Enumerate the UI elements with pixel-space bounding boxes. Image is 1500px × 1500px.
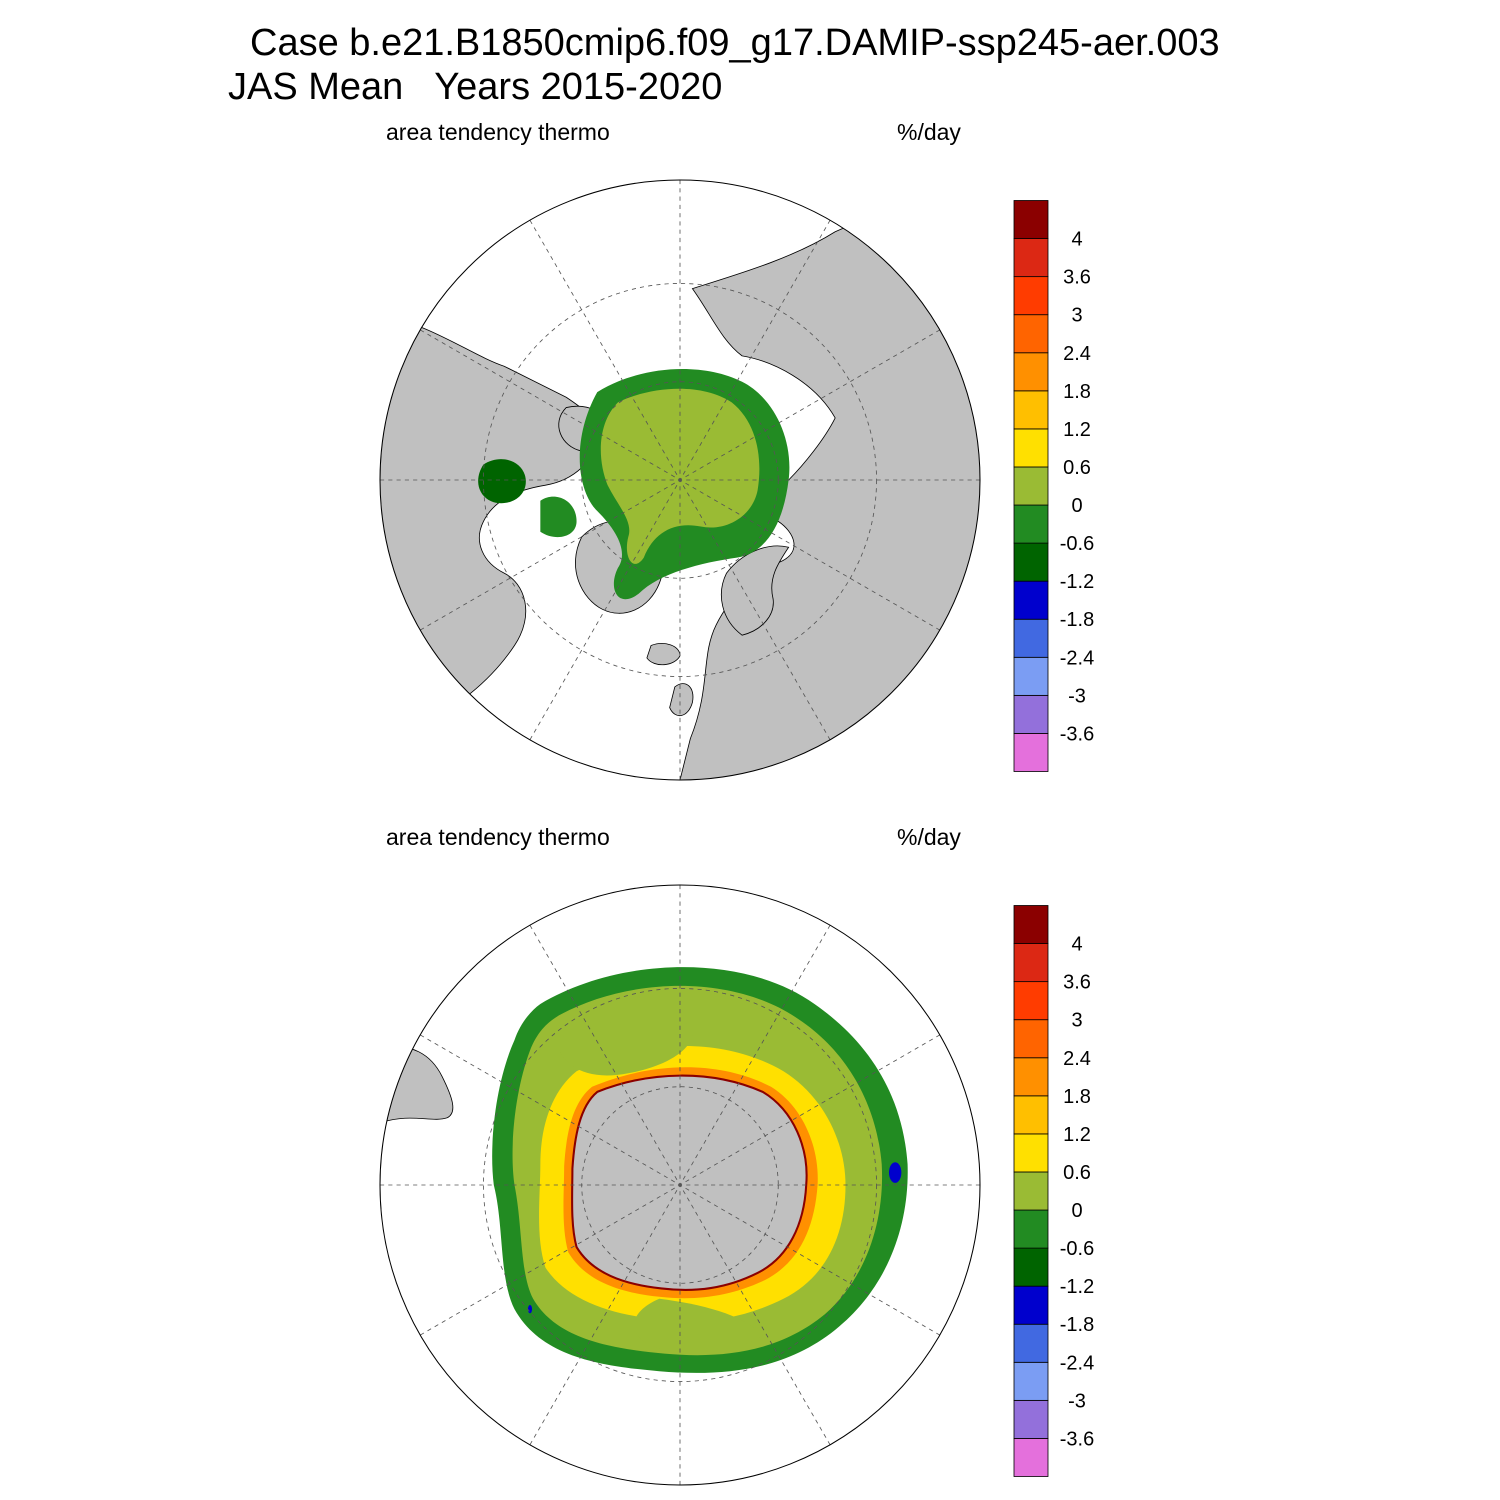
south-colorbar-swatch [1013, 1399, 1049, 1439]
scandinavia-landmass [720, 545, 790, 636]
south-colorbar-tick-label: 3.6 [1063, 972, 1091, 994]
north-colorbar-tick-label: -0.6 [1060, 533, 1094, 555]
north-colorbar-swatch [1013, 656, 1049, 696]
north-colorbar-tick-label: 4 [1071, 229, 1082, 251]
south-colorbar: -3.6 -3 -2.4 -1.8 -1.2 -0.6 0 0.6 1.2 1.8 2.4 3 3.6 4 [1013, 905, 1094, 1477]
south-colorbar-swatches [1013, 905, 1049, 1477]
north-colorbar-swatch [1013, 200, 1049, 239]
north-colorbar-swatch [1013, 428, 1049, 468]
north-colorbar-tick-label: -2.4 [1060, 647, 1094, 669]
south-colorbar-swatch [1013, 1057, 1049, 1097]
south-variable-label: area tendency thermo [386, 824, 610, 850]
central-arctic-ice [600, 388, 760, 564]
north-colorbar-swatch [1013, 504, 1049, 544]
south-colorbar-tick-label: -1.2 [1060, 1276, 1094, 1298]
north-colorbar-swatch [1013, 733, 1049, 772]
north-colorbar-swatch [1013, 466, 1049, 506]
north-colorbar-swatch [1013, 542, 1049, 582]
iceland [646, 643, 681, 666]
north-colorbar-swatch [1013, 694, 1049, 734]
south-colorbar-tick-label: 4 [1071, 934, 1082, 956]
south-colorbar-tick-label: -0.6 [1060, 1238, 1094, 1260]
south-colorbar-swatch [1013, 1361, 1049, 1401]
north-colorbar-tick-label: -3.6 [1060, 723, 1094, 745]
north-america-landmass [380, 313, 603, 750]
south-colorbar-swatch [1013, 1019, 1049, 1059]
south-colorbar-tick-label: -2.4 [1060, 1352, 1094, 1374]
south-colorbar-swatch [1013, 1133, 1049, 1173]
south-colorbar-tick-label: -1.8 [1060, 1314, 1094, 1336]
south-colorbar-swatch [1013, 1095, 1049, 1135]
north-colorbar-swatch [1013, 390, 1049, 430]
north-polar-map [379, 179, 981, 781]
south-colorbar-tick-label: -3.6 [1060, 1428, 1094, 1450]
south-graticule [380, 885, 980, 1485]
negative-spot-east [888, 1162, 902, 1183]
south-colorbar-swatch [1013, 1247, 1049, 1287]
negative-spot-west [527, 1305, 533, 1314]
north-colorbar-tick-label: -3 [1068, 685, 1086, 707]
south-colorbar-swatch [1013, 905, 1049, 944]
period-title: JAS Mean Years 2015-2020 [228, 66, 723, 108]
north-colorbar-swatch [1013, 352, 1049, 392]
north-colorbar-swatch [1013, 580, 1049, 620]
british-isles [669, 683, 694, 716]
south-colorbar-tick-label: 1.8 [1063, 1086, 1091, 1108]
north-colorbar-tick-label: 2.4 [1063, 343, 1091, 365]
north-colorbar-tick-label: 0.6 [1063, 457, 1091, 479]
south-polar-map [379, 884, 981, 1486]
north-units-label: %/day [897, 119, 961, 145]
north-colorbar-ticks: -3.6 -3 -2.4 -1.8 -1.2 -0.6 0 0.6 1.2 1.8 2.4 3 3.6 4 [1060, 229, 1094, 746]
north-colorbar-swatch [1013, 618, 1049, 658]
case-title: Case b.e21.B1850cmip6.f09_g17.DAMIP-ssp2… [250, 22, 1220, 64]
north-graticule [380, 180, 980, 780]
weddell-interior [555, 1019, 693, 1076]
north-colorbar-swatch [1013, 314, 1049, 354]
south-colorbar-swatch [1013, 1285, 1049, 1325]
south-colorbar-tick-label: -3 [1068, 1390, 1086, 1412]
ross-sea-interior [634, 1298, 763, 1352]
north-colorbar-tick-label: -1.8 [1060, 609, 1094, 631]
south-colorbar-swatch [1013, 981, 1049, 1021]
south-colorbar-swatch [1013, 1323, 1049, 1363]
south-colorbar-swatch [1013, 1438, 1049, 1477]
baffin-ice [540, 496, 577, 538]
south-units-label: %/day [897, 824, 961, 850]
north-colorbar-swatch [1013, 276, 1049, 316]
south-colorbar-tick-label: 0.6 [1063, 1162, 1091, 1184]
north-variable-label: area tendency thermo [386, 119, 610, 145]
south-colorbar-ticks: -3.6 -3 -2.4 -1.8 -1.2 -0.6 0 0.6 1.2 1.8 2.4 3 3.6 4 [1060, 934, 1094, 1451]
south-colorbar-tick-label: 1.2 [1063, 1124, 1091, 1146]
north-colorbar-tick-label: 1.2 [1063, 419, 1091, 441]
north-colorbar-tick-label: -1.2 [1060, 571, 1094, 593]
north-colorbar: -3.6 -3 -2.4 -1.8 -1.2 -0.6 0 0.6 1.2 1.8 2.4 3 3.6 4 [1013, 200, 1094, 772]
hudson-bay-ice [478, 459, 526, 504]
north-colorbar-tick-label: 1.8 [1063, 381, 1091, 403]
south-colorbar-swatch [1013, 1171, 1049, 1211]
north-colorbar-tick-label: 3.6 [1063, 267, 1091, 289]
south-colorbar-tick-label: 3 [1071, 1010, 1082, 1032]
south-colorbar-swatch [1013, 1209, 1049, 1249]
north-colorbar-swatch [1013, 238, 1049, 278]
north-colorbar-swatches [1013, 200, 1049, 772]
south-colorbar-tick-label: 0 [1071, 1200, 1082, 1222]
south-colorbar-tick-label: 2.4 [1063, 1048, 1091, 1070]
north-colorbar-tick-label: 3 [1071, 305, 1082, 327]
south-colorbar-swatch [1013, 943, 1049, 983]
antarctica [571, 1074, 808, 1291]
north-colorbar-tick-label: 0 [1071, 495, 1082, 517]
